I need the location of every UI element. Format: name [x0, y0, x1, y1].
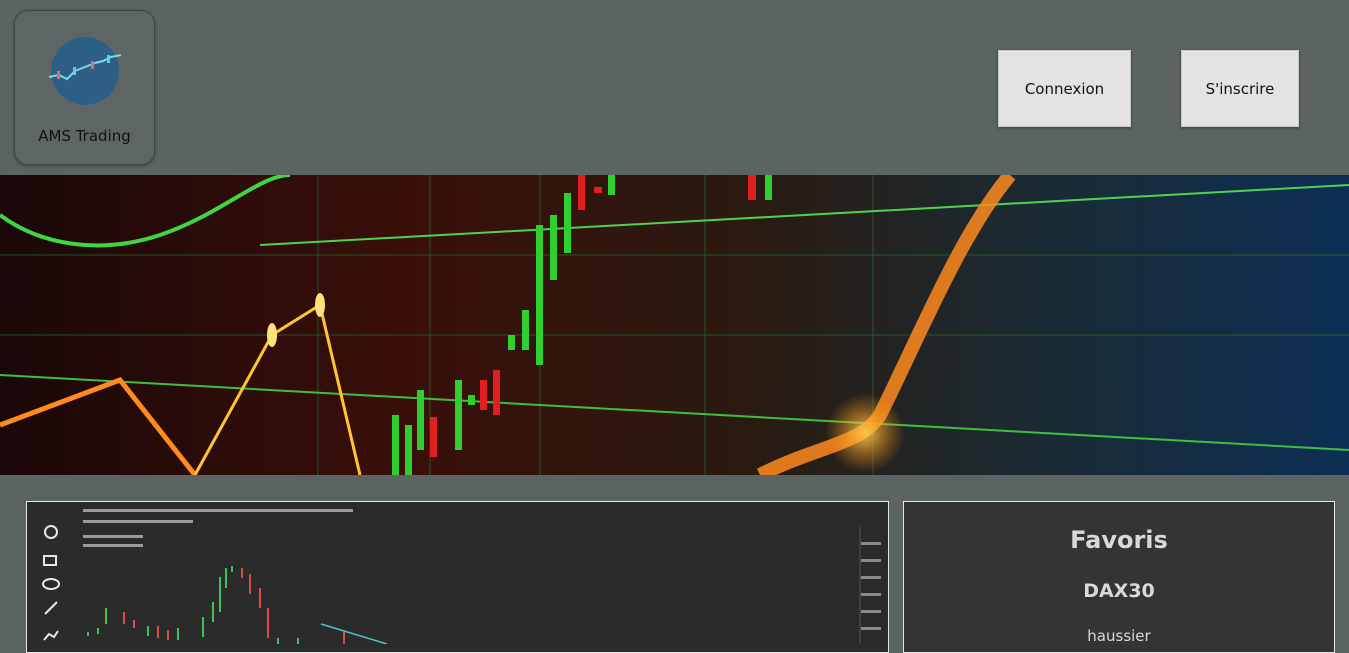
- chart-price-axis: [861, 542, 881, 630]
- favorites-panel: Favoris DAX30 haussier: [903, 501, 1335, 653]
- hero-green-line: [0, 374, 1349, 451]
- logo-candle: [57, 71, 60, 79]
- hero-orange-line: [0, 377, 197, 475]
- favorite-trend: haussier: [1087, 627, 1151, 645]
- hero-banner: [0, 175, 1349, 475]
- chart-image: [42, 509, 881, 645]
- chart-header-lines: [83, 509, 353, 547]
- hero-orange-curve: [756, 175, 1016, 475]
- hero-green-line: [259, 184, 1349, 246]
- hero-point: [315, 293, 325, 317]
- hero-candles: [392, 175, 772, 475]
- chart-panel: [26, 501, 889, 653]
- chart-candles-red: [123, 568, 345, 644]
- logo-icon: [48, 37, 122, 105]
- logo-text: AMS Trading: [38, 127, 131, 145]
- chart-trend-line: [320, 623, 388, 645]
- hero-green-curve: [0, 175, 291, 248]
- hero-point: [267, 323, 277, 347]
- signup-button[interactable]: S'inscrire: [1181, 50, 1299, 127]
- hero-grid: [0, 175, 1349, 475]
- logo-circle: [51, 37, 119, 105]
- login-button[interactable]: Connexion: [998, 50, 1131, 127]
- hero-candles-red: [430, 175, 756, 457]
- favorite-symbol[interactable]: DAX30: [1083, 580, 1155, 602]
- chart-candles-green: [87, 566, 299, 644]
- chart-tools: [42, 525, 60, 641]
- logo-candle: [91, 61, 94, 69]
- hero-bg: [0, 175, 1349, 475]
- hero-yellow-line: [193, 302, 362, 475]
- logo[interactable]: AMS Trading: [14, 10, 155, 165]
- favorites-title: Favoris: [1070, 526, 1168, 554]
- hero-glow: [825, 393, 905, 473]
- logo-candle: [107, 55, 110, 63]
- header: AMS Trading Connexion S'inscrire: [0, 0, 1349, 175]
- logo-candle: [73, 67, 76, 75]
